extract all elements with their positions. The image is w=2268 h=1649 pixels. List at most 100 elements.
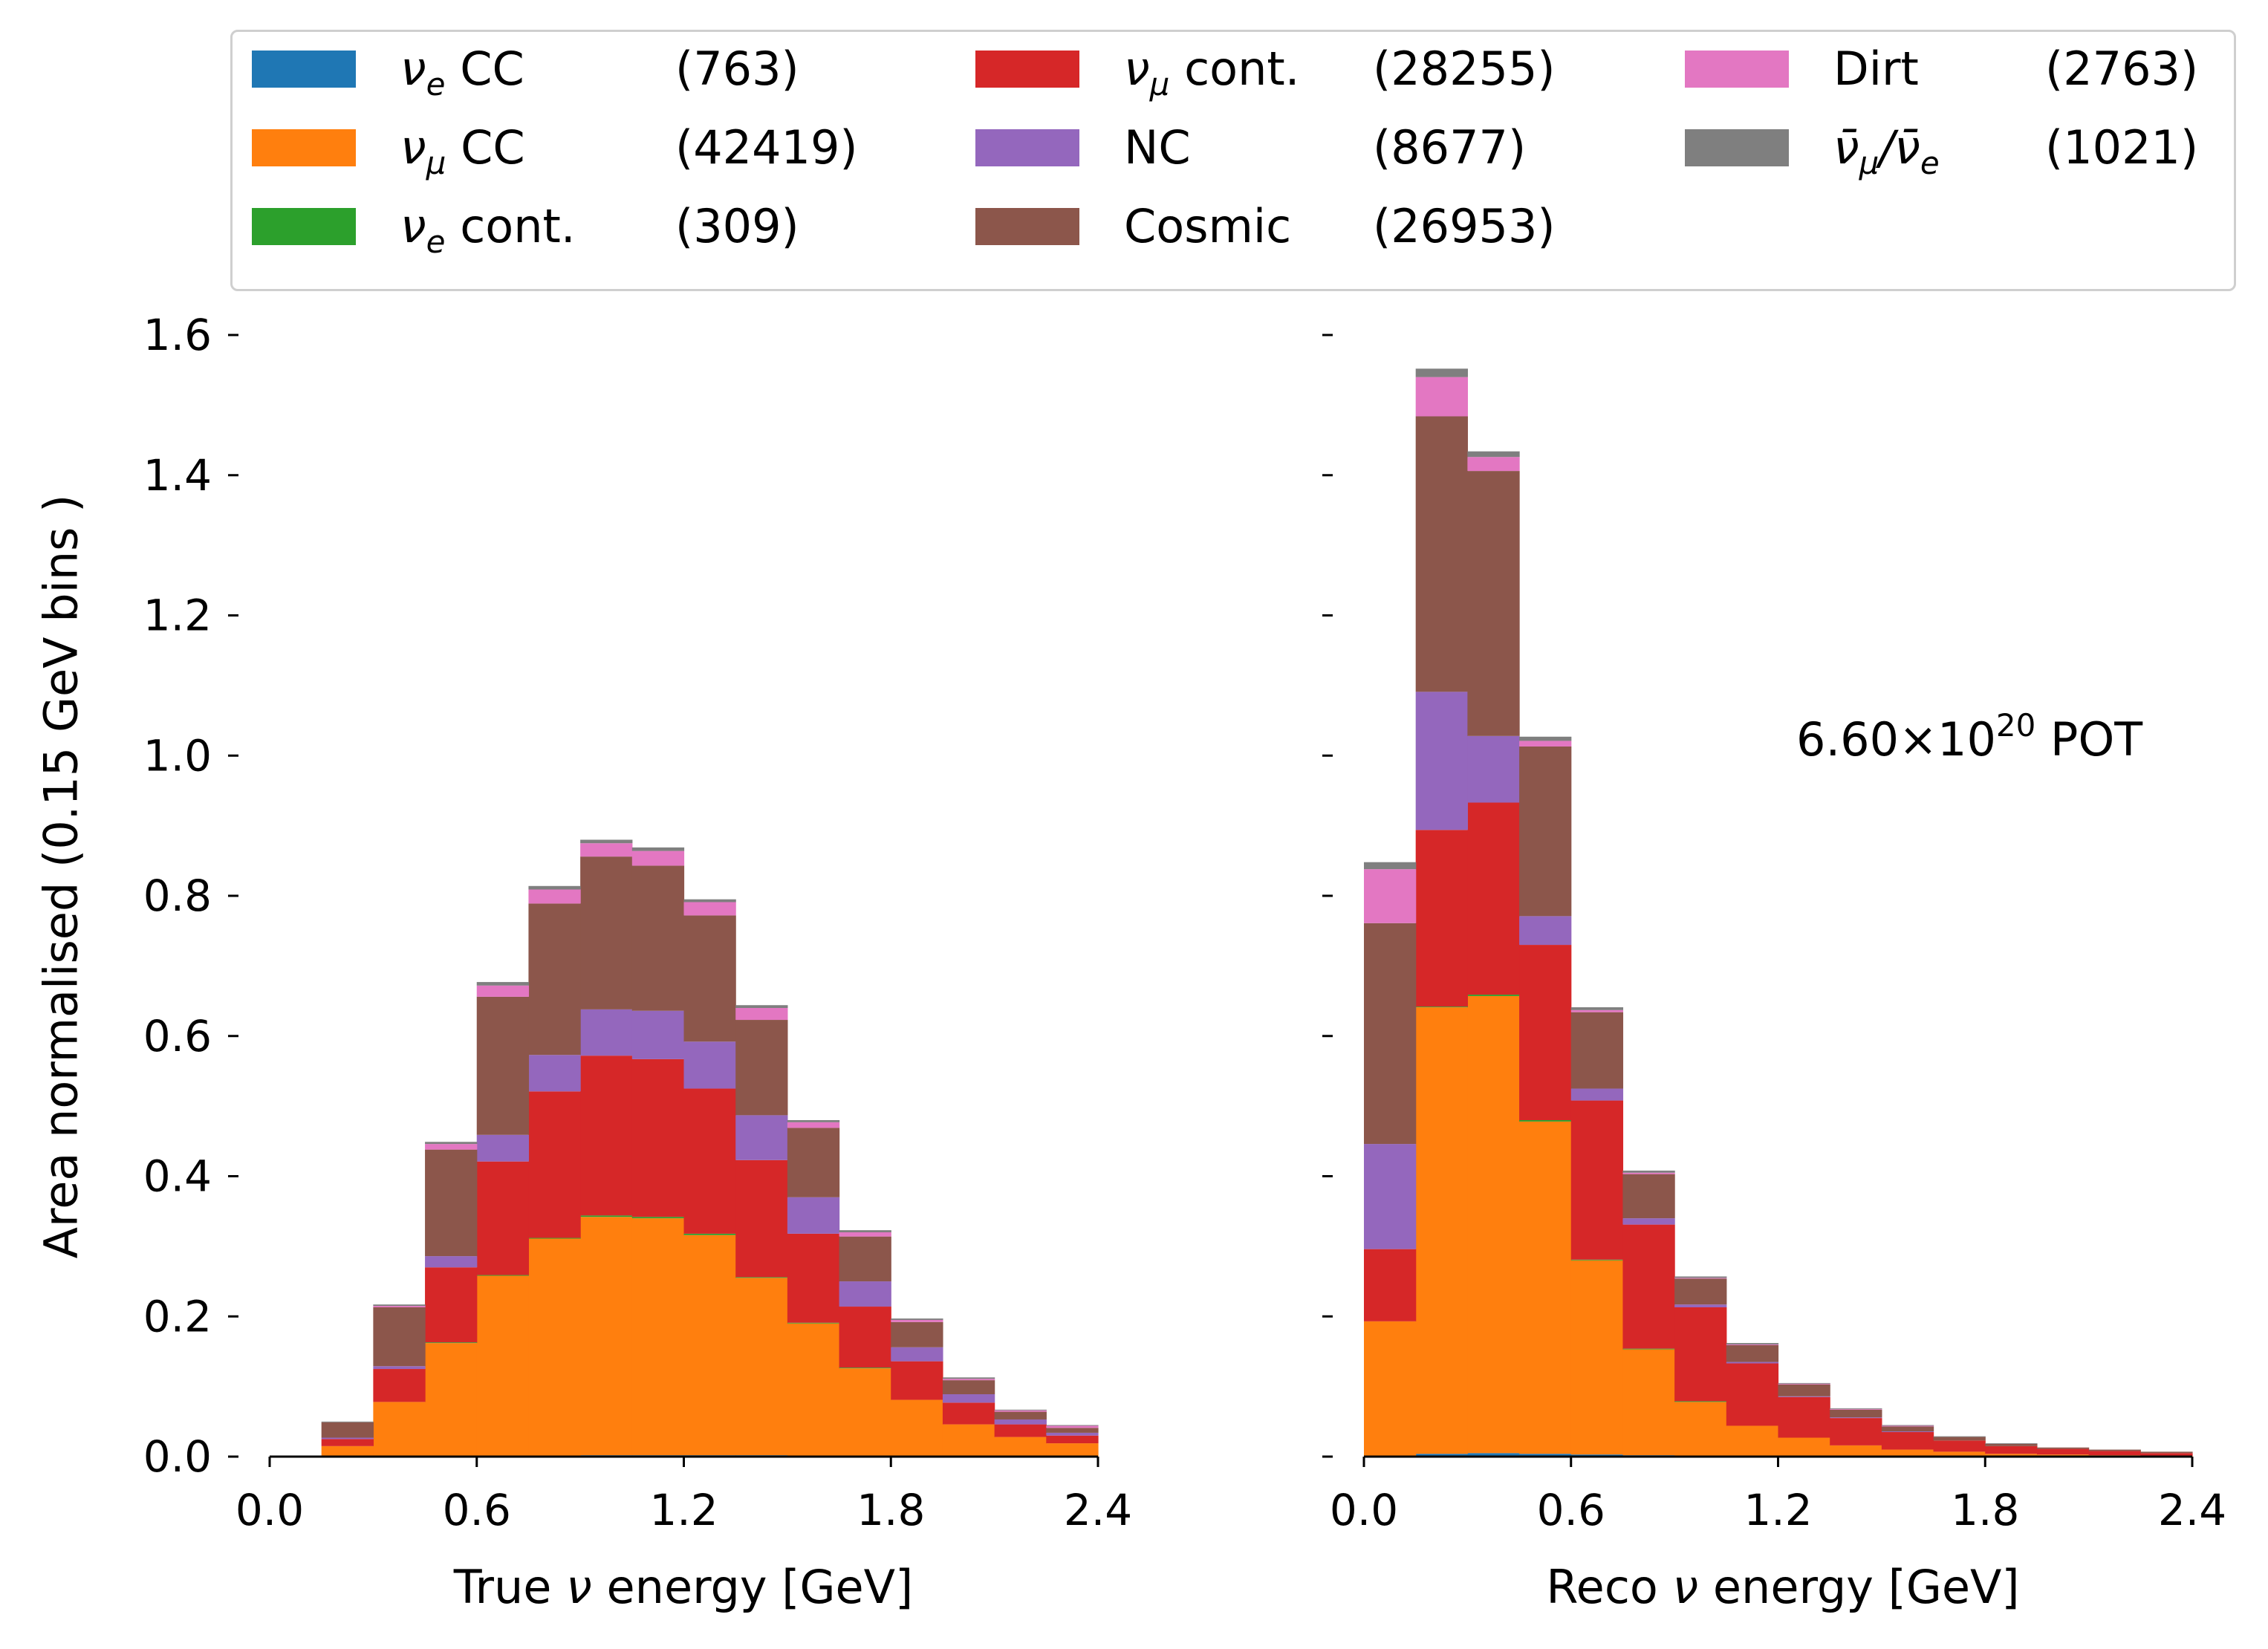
legend-text: Dirt (1833, 42, 1919, 96)
legend-label-numu_cc: νμ CC (400, 125, 525, 182)
bar-segment (321, 1439, 374, 1446)
bar-segment (1622, 1348, 1675, 1350)
bar-segment (787, 1197, 840, 1234)
x-axis-label-right: Reco ν energy [GeV] (1546, 1560, 2019, 1614)
bar-segment (1622, 1172, 1675, 1174)
legend-swatch-nue_cont (252, 208, 356, 245)
legend-symbol: ν (400, 42, 426, 96)
bar-segment (1570, 1100, 1624, 1260)
bar-segment (942, 1379, 995, 1381)
bar-segment (1778, 1382, 1830, 1384)
bar-segment (1046, 1432, 1099, 1436)
legend-label-nc: NC (1124, 125, 1191, 171)
bar-segment (476, 982, 530, 986)
x-tick-label: 0.6 (1537, 1485, 1605, 1535)
bar-segment (1467, 802, 1520, 995)
bar-segment (1830, 1445, 1882, 1457)
legend-swatch-nue_cc (252, 51, 356, 88)
bar-segment (425, 1142, 478, 1145)
bar-segment (1674, 1276, 1727, 1278)
bar-segment (1519, 741, 1572, 747)
bar-segment (631, 1058, 685, 1217)
bar-segment (528, 1055, 581, 1092)
x-tick-label: 1.2 (1744, 1485, 1812, 1535)
bar-segment (1881, 1449, 1934, 1457)
y-tick-label: 1.4 (143, 450, 212, 501)
legend-count-nubar: (1021) (2045, 120, 2199, 175)
bar-segment (942, 1402, 995, 1425)
legend-swatch-nubar (1685, 129, 1789, 166)
y-tick-label: 1.6 (143, 310, 212, 360)
y-tick-label: 1.0 (143, 730, 212, 781)
bar-segment (476, 996, 530, 1135)
bar-segment (425, 1267, 478, 1343)
bar-segment (1519, 1120, 1572, 1122)
bar-segment (1985, 1454, 2038, 1457)
bar-segment (683, 1088, 736, 1234)
bar-segment (1467, 995, 1520, 996)
legend-text: CC (446, 120, 525, 175)
bar-segment (321, 1437, 374, 1440)
bar-segment (2036, 1448, 2090, 1455)
x-tick-label: 0.0 (1330, 1485, 1398, 1535)
bar-segment (683, 899, 736, 902)
panel-true-energy: 0.0 0.6 1.2 1.8 2.4 0.0 0.2 0.4 0.6 0.8 1.0 1.2 1.4 1… (143, 310, 1132, 1535)
bar-segment (1364, 862, 1417, 870)
pot-exponent: 20 (1995, 707, 2036, 744)
bar-segment (1046, 1435, 1099, 1444)
bar-segment (425, 1342, 478, 1344)
bar-segment (528, 903, 581, 1056)
bar-segment (2140, 1453, 2193, 1457)
bar-segment (1415, 416, 1468, 692)
legend-symbol: ν̄ (1833, 120, 1859, 175)
bar-segment (528, 889, 581, 904)
bar-segment (1985, 1445, 2038, 1454)
legend-subscript: e (1920, 145, 1940, 181)
bar-segment (580, 856, 633, 1009)
legend-label-numu_cont: νμ cont. (1124, 46, 1299, 103)
bar-segment (476, 1275, 530, 1457)
bar-segment (1415, 368, 1468, 377)
bar-segment (1046, 1425, 1099, 1426)
bar-segment (994, 1437, 1047, 1457)
legend-item-dirt: Dirt (2763) (1685, 46, 2268, 92)
bar-segment (683, 902, 736, 916)
legend-count-cosmic: (26953) (1373, 199, 1556, 253)
bar-segment (787, 1233, 840, 1323)
bar-segment (1881, 1431, 1934, 1432)
bar-segment (735, 1020, 788, 1116)
bar-segment (321, 1422, 374, 1438)
bar-segment (839, 1368, 891, 1457)
x-tick-label: 2.4 (1064, 1485, 1132, 1535)
bar-segment (1674, 1307, 1727, 1402)
bar-segment (1726, 1362, 1779, 1364)
legend-item-nubar: ν̄μ/ν̄e (1021) (1685, 120, 2268, 182)
bar-segment (1674, 1402, 1727, 1457)
legend-text: cont. (1169, 42, 1300, 96)
bar-segment (476, 1275, 530, 1276)
bar-segment (631, 1010, 685, 1059)
y-tick-label: 0.8 (143, 871, 212, 921)
bar-segment (1830, 1418, 1882, 1445)
bar-segment (1046, 1443, 1099, 1457)
bar-segment (631, 865, 685, 1011)
bar-segment (1415, 692, 1468, 830)
bar-segment (735, 1277, 788, 1278)
bar-segment (735, 1008, 788, 1021)
bar-segment (425, 1256, 478, 1268)
x-axis-label-left: True ν energy [GeV] (454, 1560, 913, 1614)
bar-segment (373, 1307, 426, 1367)
bar-segment (1519, 736, 1572, 741)
x-tick-label: 1.8 (1951, 1485, 2019, 1535)
bar-segment (580, 1215, 633, 1217)
bar-segment (787, 1128, 840, 1197)
bar-segment (1570, 1007, 1624, 1010)
legend-label-nubar: ν̄μ/ν̄e (1833, 125, 1940, 182)
bar-segment (1778, 1383, 1830, 1385)
legend-item-numu_cont: νμ cont. (28255) (975, 46, 1644, 103)
pot-suffix: POT (2035, 712, 2143, 767)
xlabel-left-symbol: ν (566, 1560, 592, 1614)
bar-segment (891, 1399, 943, 1457)
bar-segment (994, 1410, 1047, 1412)
bar-segment (1519, 916, 1572, 946)
